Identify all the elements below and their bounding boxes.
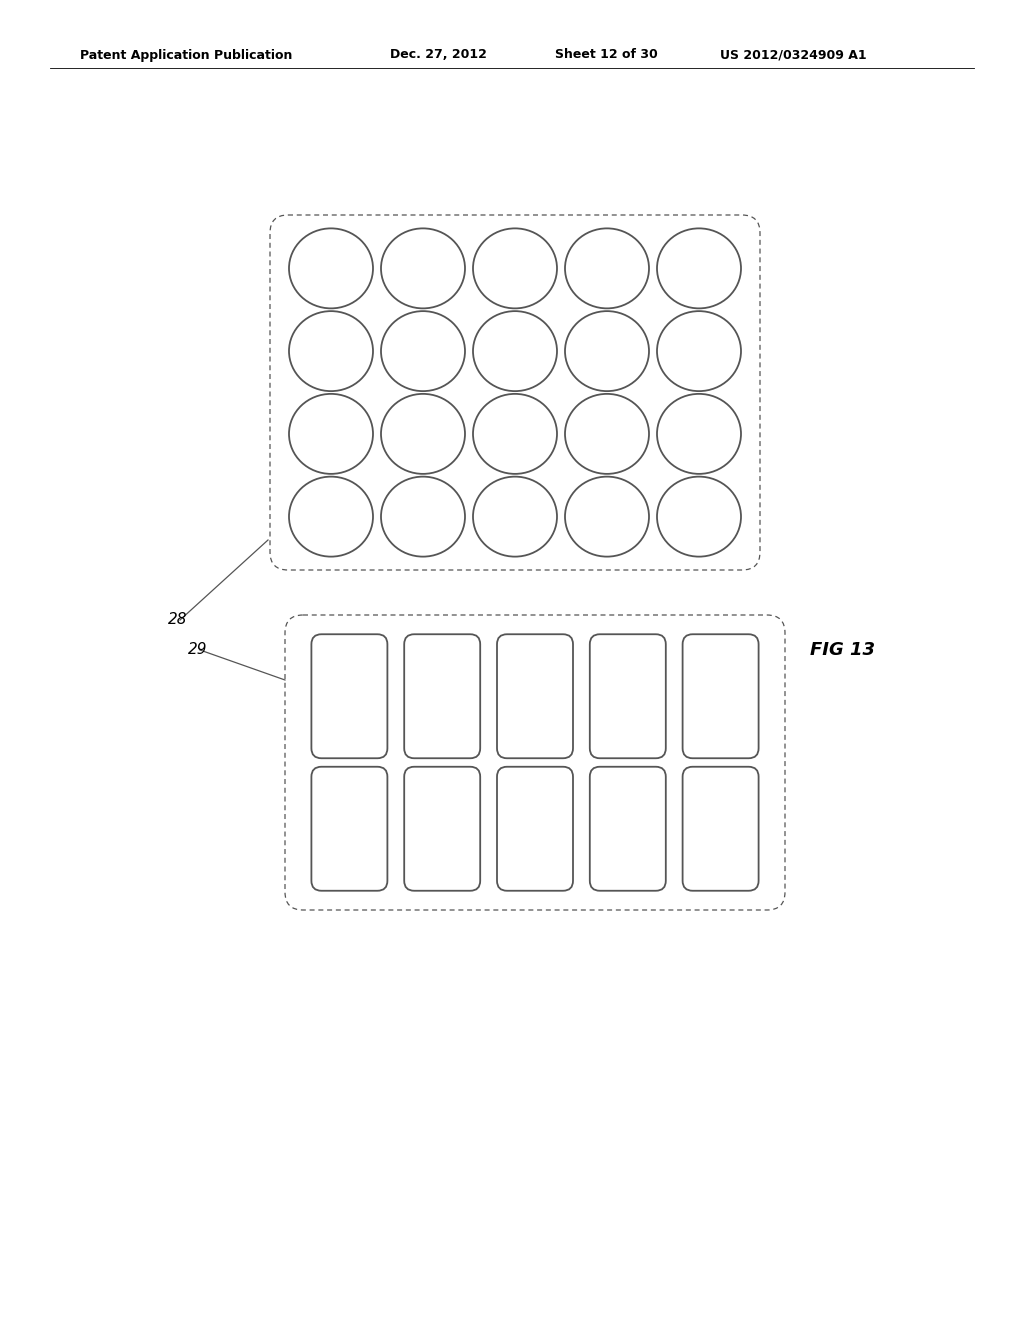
Ellipse shape bbox=[657, 477, 741, 557]
Ellipse shape bbox=[289, 477, 373, 557]
Text: Sheet 12 of 30: Sheet 12 of 30 bbox=[555, 49, 657, 62]
Ellipse shape bbox=[381, 228, 465, 309]
Ellipse shape bbox=[381, 312, 465, 391]
Text: US 2012/0324909 A1: US 2012/0324909 A1 bbox=[720, 49, 866, 62]
Text: Patent Application Publication: Patent Application Publication bbox=[80, 49, 293, 62]
Ellipse shape bbox=[473, 312, 557, 391]
FancyBboxPatch shape bbox=[311, 767, 387, 891]
FancyBboxPatch shape bbox=[404, 767, 480, 891]
FancyBboxPatch shape bbox=[683, 634, 759, 758]
Ellipse shape bbox=[657, 393, 741, 474]
Text: 28: 28 bbox=[168, 612, 187, 627]
FancyBboxPatch shape bbox=[683, 767, 759, 891]
FancyBboxPatch shape bbox=[270, 215, 760, 570]
Ellipse shape bbox=[473, 477, 557, 557]
FancyBboxPatch shape bbox=[285, 615, 785, 909]
Ellipse shape bbox=[473, 228, 557, 309]
Text: FIG 13: FIG 13 bbox=[810, 642, 874, 659]
FancyBboxPatch shape bbox=[497, 767, 573, 891]
Ellipse shape bbox=[289, 312, 373, 391]
FancyBboxPatch shape bbox=[311, 634, 387, 758]
Ellipse shape bbox=[565, 393, 649, 474]
Text: 29: 29 bbox=[188, 643, 208, 657]
Ellipse shape bbox=[657, 312, 741, 391]
Ellipse shape bbox=[657, 228, 741, 309]
FancyBboxPatch shape bbox=[590, 634, 666, 758]
FancyBboxPatch shape bbox=[497, 634, 573, 758]
Ellipse shape bbox=[381, 477, 465, 557]
Ellipse shape bbox=[473, 393, 557, 474]
FancyBboxPatch shape bbox=[590, 767, 666, 891]
Ellipse shape bbox=[565, 477, 649, 557]
Ellipse shape bbox=[289, 393, 373, 474]
Ellipse shape bbox=[565, 312, 649, 391]
Text: Dec. 27, 2012: Dec. 27, 2012 bbox=[390, 49, 486, 62]
FancyBboxPatch shape bbox=[404, 634, 480, 758]
Ellipse shape bbox=[565, 228, 649, 309]
Ellipse shape bbox=[289, 228, 373, 309]
Ellipse shape bbox=[381, 393, 465, 474]
